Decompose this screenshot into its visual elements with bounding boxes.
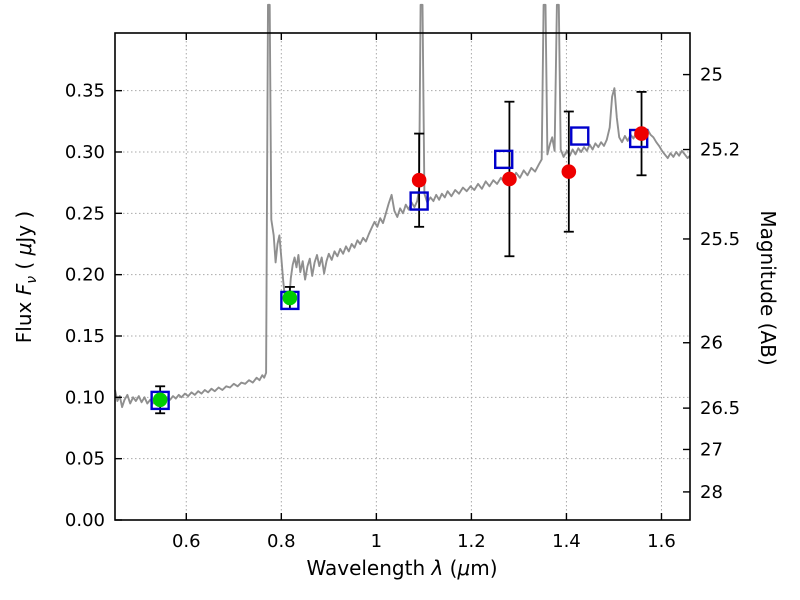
x-tick-label: 0.8 <box>267 531 296 552</box>
y-tick-label-right: 25.5 <box>700 229 740 250</box>
x-tick-label: 1.6 <box>647 531 676 552</box>
x-tick-label: 1.4 <box>552 531 581 552</box>
observed-photometry-point <box>411 172 427 188</box>
y-axis-label-right: Magnitude (AB) <box>756 210 780 366</box>
y-tick-label-right: 26 <box>700 333 723 354</box>
observed-photometry-point <box>561 164 577 179</box>
y-tick-label-right: 26.5 <box>700 398 740 419</box>
y-axis-label-left: Flux Fν ( μJy ) <box>12 210 40 344</box>
axes-frame <box>114 32 691 521</box>
model-photometry-square <box>409 191 429 211</box>
y-tick-label-right: 27 <box>700 439 723 460</box>
y-tick-label-left: 0.15 <box>65 326 105 347</box>
model-photometry-square <box>494 149 514 170</box>
y-tick-label-left: 0.25 <box>65 203 105 224</box>
observed-photometry-point <box>282 290 298 306</box>
x-tick-label: 0.6 <box>172 531 201 552</box>
observed-photometry-point <box>152 392 168 408</box>
x-tick-label: 1 <box>371 531 382 552</box>
y-tick-label-left: 0.30 <box>65 142 105 163</box>
observed-photometry-point <box>502 171 517 187</box>
x-tick-label: 1.2 <box>457 531 486 552</box>
model-spectrum-line <box>114 3 691 409</box>
y-tick-label-left: 0.20 <box>65 265 105 286</box>
y-tick-label-right: 28 <box>700 482 723 503</box>
y-tick-label-right: 25 <box>700 65 723 86</box>
model-photometry-square <box>150 390 170 411</box>
x-axis-label: Wavelength λ (μm) <box>306 556 498 580</box>
observed-photometry-point <box>634 126 649 141</box>
y-tick-label-left: 0.00 <box>65 510 105 531</box>
y-tick-label-left: 0.10 <box>65 387 105 408</box>
model-photometry-square <box>570 126 590 146</box>
y-tick-label-right: 25.2 <box>700 140 740 161</box>
y-tick-label-left: 0.35 <box>65 81 105 102</box>
y-tick-label-left: 0.05 <box>65 449 105 470</box>
